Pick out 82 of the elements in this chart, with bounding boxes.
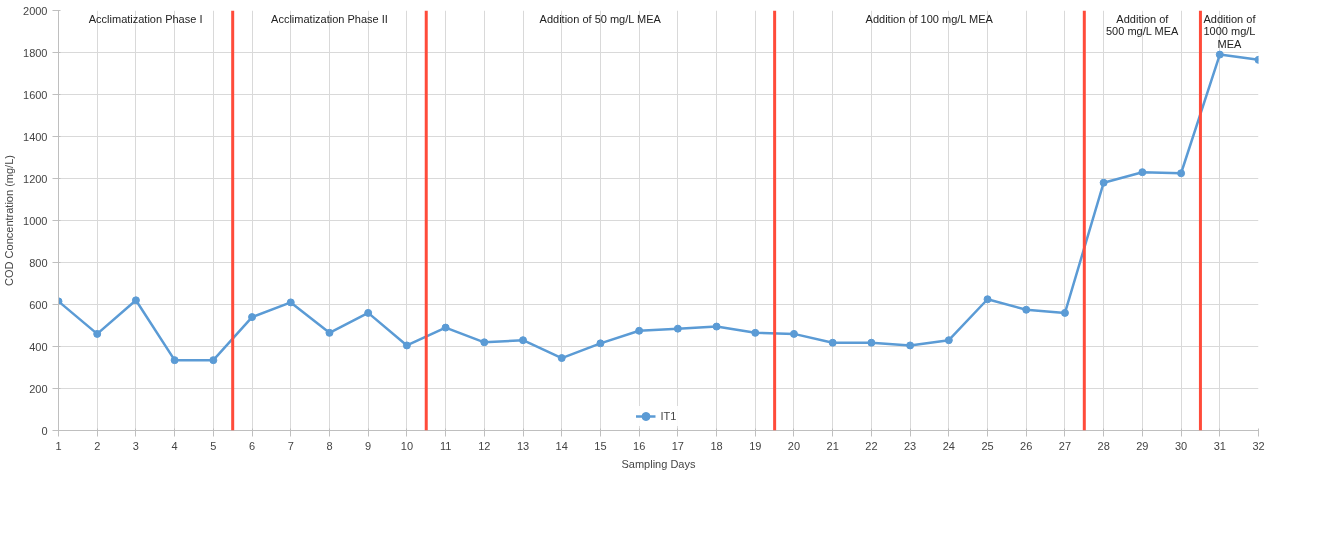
x-tick-label: 22 bbox=[865, 439, 878, 452]
x-tick-label: 29 bbox=[1136, 439, 1149, 452]
x-tick-label: 20 bbox=[787, 439, 801, 452]
x-tick-label: 15 bbox=[594, 439, 607, 452]
y-tick-label: 1600 bbox=[23, 88, 48, 101]
x-tick-label: 11 bbox=[439, 439, 452, 452]
point bbox=[635, 326, 644, 335]
point bbox=[441, 323, 450, 332]
x-tick-label: 17 bbox=[671, 439, 684, 452]
y-tick-label: 800 bbox=[29, 256, 48, 269]
x-tick-label: 8 bbox=[326, 439, 333, 452]
annotation: Addition of 100 mg/L MEA bbox=[865, 12, 994, 25]
y-tick-label: 1200 bbox=[23, 172, 48, 185]
y-tick-label: 0 bbox=[41, 424, 48, 437]
point bbox=[1060, 308, 1069, 317]
legend-label: IT1 bbox=[660, 410, 678, 422]
point bbox=[906, 341, 915, 350]
x-tick-label: 1 bbox=[55, 439, 62, 452]
x-tick-label: 9 bbox=[365, 439, 372, 452]
x-tick-label: 30 bbox=[1174, 439, 1188, 452]
y-tick-label: 2000 bbox=[23, 4, 48, 17]
point bbox=[209, 356, 218, 365]
x-tick-label: 13 bbox=[516, 439, 530, 452]
x-tick-label: 3 bbox=[132, 439, 139, 452]
x-tick-label: 27 bbox=[1058, 439, 1072, 452]
point bbox=[828, 338, 837, 347]
x-tick-label: 18 bbox=[710, 439, 723, 452]
x-tick-label: 28 bbox=[1097, 439, 1110, 452]
annotation: Addition of 1000 mg/L MEA bbox=[1203, 12, 1257, 50]
point bbox=[751, 328, 760, 337]
y-axis-title: COD Concentration (mg/L) bbox=[3, 155, 16, 286]
point bbox=[712, 322, 721, 331]
x-tick-label: 2 bbox=[94, 439, 101, 452]
x-tick-label: 21 bbox=[826, 439, 839, 452]
x-tick-label: 4 bbox=[171, 439, 178, 452]
annotation: Addition of 500 mg/L MEA bbox=[1105, 12, 1179, 38]
x-tick-label: 26 bbox=[1020, 439, 1033, 452]
annotation: Acclimatization Phase I bbox=[88, 12, 203, 25]
point bbox=[325, 328, 334, 337]
point bbox=[93, 329, 102, 338]
y-tick-label: 1400 bbox=[23, 130, 48, 143]
x-tick-label: 24 bbox=[942, 439, 955, 452]
x-tick-label: 6 bbox=[248, 439, 256, 452]
point bbox=[131, 296, 140, 305]
point bbox=[480, 338, 489, 347]
point bbox=[557, 354, 566, 363]
x-tick-label: 19 bbox=[749, 439, 762, 452]
x-tick-label: 10 bbox=[400, 439, 414, 452]
point bbox=[867, 338, 876, 347]
point bbox=[983, 295, 992, 304]
point bbox=[596, 339, 605, 348]
point bbox=[1138, 168, 1147, 177]
y-tick-label: 1800 bbox=[23, 46, 48, 59]
x-tick-label: 5 bbox=[210, 439, 217, 452]
point bbox=[789, 329, 798, 338]
x-tick-label: 25 bbox=[981, 439, 994, 452]
y-tick-label: 1000 bbox=[23, 214, 48, 227]
point bbox=[1099, 178, 1108, 187]
y-tick-label: 200 bbox=[29, 382, 48, 395]
point bbox=[1022, 305, 1031, 314]
x-tick-label: 7 bbox=[287, 439, 294, 452]
annotation: Addition of 50 mg/L MEA bbox=[539, 12, 662, 25]
point bbox=[248, 313, 257, 322]
point bbox=[1215, 50, 1224, 59]
x-tick-label: 23 bbox=[904, 439, 917, 452]
x-tick-label: 14 bbox=[555, 439, 568, 452]
y-tick-label: 600 bbox=[29, 298, 48, 311]
point bbox=[170, 356, 179, 365]
annotation: Acclimatization Phase II bbox=[271, 12, 388, 25]
point bbox=[286, 298, 295, 307]
x-tick-label: 31 bbox=[1213, 439, 1226, 452]
point bbox=[402, 341, 411, 350]
point bbox=[364, 308, 373, 317]
x-tick-label: 32 bbox=[1252, 439, 1265, 452]
point bbox=[944, 336, 953, 345]
x-tick-label: 16 bbox=[633, 439, 646, 452]
point bbox=[1177, 169, 1186, 178]
x-tick-label: 12 bbox=[478, 439, 491, 452]
point bbox=[673, 324, 682, 333]
x-axis-title: Sampling Days bbox=[621, 457, 696, 470]
y-tick-label: 400 bbox=[29, 340, 48, 353]
point bbox=[519, 336, 528, 345]
